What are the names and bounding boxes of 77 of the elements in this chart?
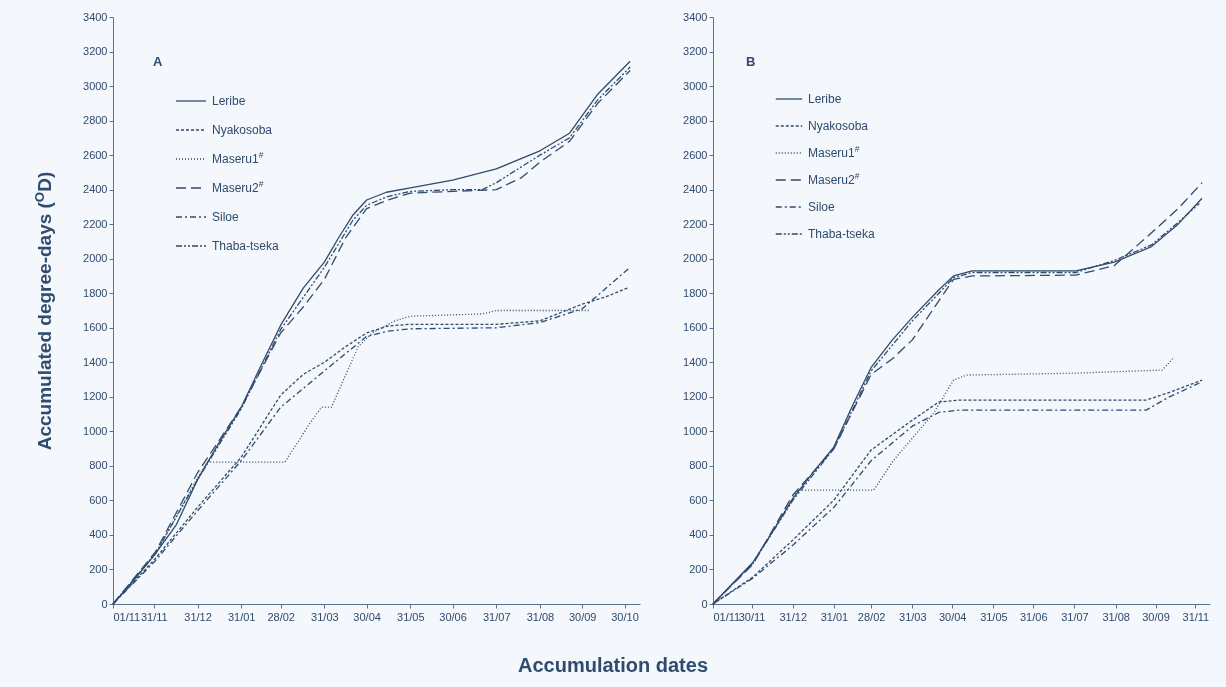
y-tick-label: 0 xyxy=(101,597,108,610)
y-tick-label: 1800 xyxy=(683,286,708,299)
y-tick-label: 0 xyxy=(701,597,708,610)
x-tick-label: 31/03 xyxy=(899,610,927,623)
legend-label: Thaba-tseka xyxy=(808,227,876,241)
y-tick-label: 600 xyxy=(89,493,108,506)
text: B xyxy=(746,54,756,69)
x-tick-label: 30/11 xyxy=(738,610,766,623)
legend-label: Maseru2$^{#}$ xyxy=(212,179,264,195)
x-tick-label: 31/06 xyxy=(1019,610,1048,623)
x-tick-label: 31/07 xyxy=(483,610,511,623)
y-tick-label: 1400 xyxy=(83,355,108,368)
x-tick-label: 28/02 xyxy=(857,610,886,623)
y-tick-label: 2200 xyxy=(683,217,708,230)
y-tick-label: 2800 xyxy=(83,114,108,127)
x-tick-label: 30/04 xyxy=(938,610,967,623)
y-tick-label: 1000 xyxy=(683,424,708,437)
y-tick-label: 800 xyxy=(89,459,108,472)
y-tick-label: 2600 xyxy=(83,148,108,161)
y-tick-label: 2400 xyxy=(83,183,108,196)
y-tick-label: 1600 xyxy=(683,321,708,334)
legend-label: Maseru1$^{#}$ xyxy=(212,150,264,166)
y-tick-label: 200 xyxy=(89,562,108,575)
x-tick-label: 31/11 xyxy=(1182,610,1210,623)
x-tick-label: 30/09 xyxy=(1142,610,1170,623)
x-tick-label: 31/07 xyxy=(1061,610,1089,623)
y-tick-label: 3400 xyxy=(83,10,108,23)
y-tick-label: 800 xyxy=(689,459,708,472)
x-tick-label: 31/01 xyxy=(227,610,256,623)
x-tick-label: 28/02 xyxy=(267,610,295,623)
legend-label: Thaba-tseka xyxy=(212,239,280,253)
x-tick-label: 31/08 xyxy=(526,610,555,623)
x-tick-label: 31/08 xyxy=(1102,610,1130,623)
y-tick-label: 2400 xyxy=(683,183,708,196)
x-tick-label: 30/10 xyxy=(611,610,639,623)
y-tick-label: 200 xyxy=(689,562,708,575)
x-tick-label: 30/06 xyxy=(439,610,467,623)
legend-label: Maseru1$^{#}$ xyxy=(808,144,860,160)
y-tick-label: 3200 xyxy=(683,45,708,58)
y-tick-label: 400 xyxy=(689,528,708,541)
y-tick-label: 3400 xyxy=(683,10,708,23)
x-tick-label: 31/01 xyxy=(820,610,849,623)
legend-label: Siloe xyxy=(808,200,836,214)
y-tick-label: 1800 xyxy=(83,286,108,299)
x-tick-label: 01/11 xyxy=(713,610,741,623)
y-tick-label: 3000 xyxy=(83,79,108,92)
y-tick-label: 3000 xyxy=(683,79,708,92)
y-tick-label: 1400 xyxy=(683,355,708,368)
x-tick-label: 31/12 xyxy=(184,610,212,623)
y-tick-label: 2600 xyxy=(683,148,708,161)
x-tick-label: 30/09 xyxy=(568,610,597,623)
legend-label: Nyakosoba xyxy=(212,123,273,137)
x-tick-label: 31/12 xyxy=(779,610,807,623)
text: A xyxy=(153,54,163,69)
y-tick-label: 3200 xyxy=(83,45,108,58)
x-tick-label: 01/11 xyxy=(113,610,141,623)
y-tick-label: 1200 xyxy=(683,390,708,403)
y-tick-label: 1600 xyxy=(83,321,108,334)
y-tick-label: 2800 xyxy=(683,114,708,127)
y-tick-label: 400 xyxy=(89,528,108,541)
x-tick-label: 31/05 xyxy=(397,610,425,623)
x-tick-label: 31/05 xyxy=(980,610,1008,623)
y-tick-label: 2000 xyxy=(83,252,108,265)
legend-label: Leribe xyxy=(808,92,842,106)
y-tick-label: 600 xyxy=(689,493,708,506)
legend-label: Nyakosoba xyxy=(808,119,869,133)
y-tick-label: 1200 xyxy=(83,390,108,403)
legend-label: Maseru2$^{#}$ xyxy=(808,171,860,187)
y-tick-label: 2200 xyxy=(83,217,108,230)
x-tick-label: 31/03 xyxy=(311,610,339,623)
x-axis-title: Accumulation dates xyxy=(516,654,709,677)
x-tick-label: 31/11 xyxy=(141,610,168,623)
x-tick-label: 30/04 xyxy=(353,610,381,623)
legend-label: Siloe xyxy=(212,210,240,224)
y-tick-label: 2000 xyxy=(683,252,708,265)
y-tick-label: 1000 xyxy=(83,424,108,437)
legend-label: Leribe xyxy=(212,94,246,108)
